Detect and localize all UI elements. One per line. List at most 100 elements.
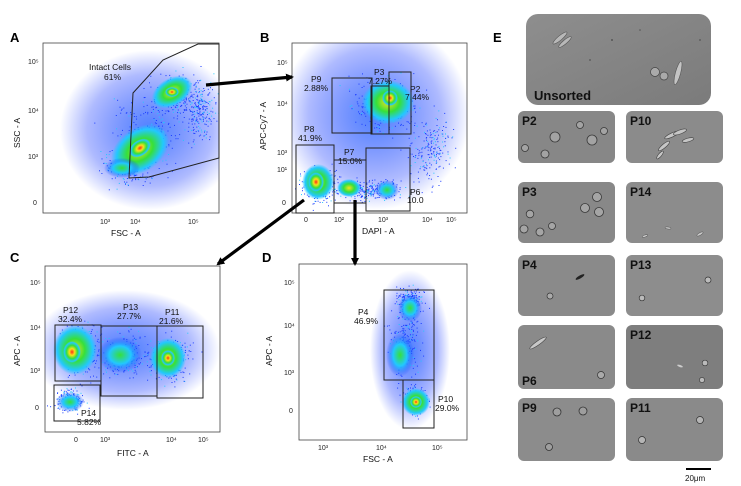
event-dot [94, 122, 96, 124]
event-dot [65, 391, 67, 393]
event-dot [187, 358, 189, 360]
event-dot [205, 106, 207, 108]
event-dot [197, 120, 199, 122]
event-dot [76, 390, 78, 392]
event-dot [422, 310, 424, 312]
event-dot [334, 170, 336, 172]
event-dot [84, 320, 86, 322]
event-dot [172, 109, 174, 111]
event-dot [199, 111, 201, 113]
event-dot [367, 81, 369, 83]
event-dot [396, 295, 398, 297]
event-dot [447, 151, 449, 153]
event-dot [415, 111, 416, 113]
event-dot [213, 97, 215, 99]
event-dot [115, 373, 117, 375]
event-dot [403, 332, 405, 334]
event-dot [155, 107, 157, 109]
event-dot [143, 355, 145, 357]
event-dot [334, 199, 336, 201]
event-dot [182, 139, 184, 141]
event-dot [116, 128, 118, 130]
event-dot [64, 390, 66, 392]
event-dot [413, 339, 415, 341]
event-dot [327, 197, 329, 199]
event-dot [411, 293, 413, 295]
event-dot [190, 91, 192, 93]
event-dot [206, 116, 208, 118]
event-dot [158, 111, 160, 113]
event-dot [161, 110, 163, 111]
scale-bar-label: 20μm [685, 474, 706, 483]
event-dot [339, 176, 340, 178]
event-dot [194, 107, 196, 109]
gate-pct-p6: 10.0 [407, 195, 424, 205]
event-dot [441, 133, 443, 135]
event-dot [375, 197, 377, 199]
event-dot [372, 184, 374, 186]
event-dot [410, 334, 411, 336]
event-dot [360, 200, 362, 202]
event-dot [439, 165, 441, 167]
event-dot [182, 376, 184, 378]
event-dot [128, 115, 130, 117]
event-dot [402, 125, 404, 126]
event-dot [376, 127, 378, 129]
event-dot [370, 192, 372, 194]
event-dot [158, 376, 160, 378]
event-dot [418, 150, 420, 152]
event-dot [421, 148, 423, 150]
event-dot [336, 190, 338, 191]
gate-pct-p12: 32.4% [58, 314, 83, 324]
event-dot [340, 195, 342, 197]
tile-p13: P13 [626, 255, 723, 316]
event-dot [420, 300, 422, 302]
event-dot [391, 127, 393, 129]
event-dot [120, 112, 122, 114]
event-dot [185, 107, 187, 109]
event-dot [428, 154, 430, 156]
event-dot [398, 317, 400, 319]
event-dot [101, 326, 103, 328]
event-dot [200, 114, 202, 116]
event-dot [427, 146, 429, 148]
event-dot [424, 133, 426, 134]
event-dot [380, 122, 382, 124]
event-dot [442, 141, 444, 143]
event-dot [445, 121, 447, 123]
panel-letter-d: D [262, 250, 271, 265]
gate-p6 [365, 147, 411, 212]
event-dot [330, 200, 332, 202]
event-dot [184, 103, 186, 105]
event-dot [191, 111, 193, 112]
event-dot [415, 294, 417, 296]
event-dot [165, 159, 167, 161]
event-dot [199, 109, 201, 111]
event-dot [199, 91, 200, 93]
event-dot [114, 177, 116, 179]
event-dot [312, 209, 314, 211]
event-dot [193, 83, 195, 85]
event-dot [438, 145, 440, 147]
event-dot [372, 195, 374, 197]
event-dot [435, 117, 437, 119]
event-dot [106, 157, 108, 159]
event-dot [360, 196, 362, 198]
event-dot [95, 360, 97, 362]
event-dot [334, 188, 336, 190]
event-dot [165, 332, 167, 334]
micrograph-p14 [626, 182, 723, 243]
event-dot [412, 329, 414, 331]
event-dot [429, 134, 431, 136]
event-dot [371, 186, 373, 188]
event-dot [170, 107, 172, 109]
event-dot [180, 106, 182, 107]
panel-a: A Intact Cells 61% 10⁵ 10⁴ 10³ 0 10³ 10⁴… [10, 30, 220, 238]
event-dot [421, 151, 423, 153]
event-dot [374, 123, 376, 125]
event-dot [144, 336, 146, 338]
event-dot [352, 108, 354, 110]
event-dot [136, 373, 138, 375]
tile-p10: P10 [626, 111, 723, 163]
event-dot [418, 136, 420, 138]
